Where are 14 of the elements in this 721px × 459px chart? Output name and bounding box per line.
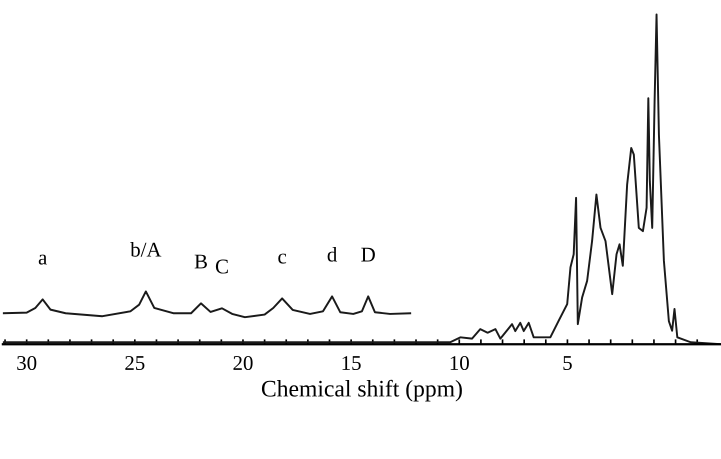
x-tick-label: 10 <box>450 356 469 370</box>
annotation: a <box>38 254 48 265</box>
annotation: D <box>361 248 375 262</box>
x-tick-label: 5 <box>563 356 572 370</box>
x-tick-label: 30 <box>17 356 36 370</box>
annotation: b/A <box>130 242 162 257</box>
annotation: c <box>278 254 286 264</box>
annotation: d <box>328 246 338 262</box>
annotation: C <box>216 260 228 274</box>
annotation: B <box>194 254 207 268</box>
x-tick-label: 25 <box>125 356 144 370</box>
x-axis-title: Chemical shift (ppm) <box>262 380 462 402</box>
x-tick-label: 15 <box>342 356 361 370</box>
x-tick-label: 20 <box>233 356 253 370</box>
